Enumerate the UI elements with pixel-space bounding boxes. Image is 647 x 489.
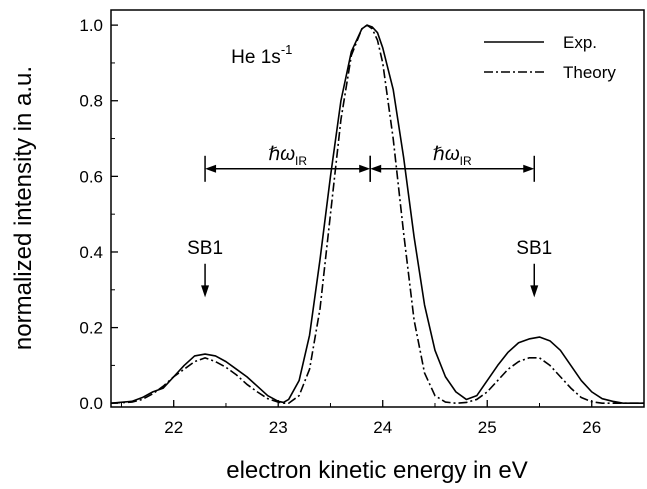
- plot-frame: [110, 9, 645, 408]
- x-axis: 22 23 24 25 26: [120, 400, 645, 437]
- spacing-label-symbol: ℏω: [268, 144, 295, 165]
- spacing-label-symbol: ℏω: [433, 144, 460, 165]
- y-tick-label-0.0: 0.0: [79, 394, 103, 413]
- series-line-theory: [111, 24, 644, 405]
- species-label: He 1s-1: [231, 42, 292, 68]
- legend-label-theory: Theory: [563, 63, 616, 82]
- y-tick-label-0.4: 0.4: [79, 243, 103, 262]
- y-tick-label-0.8: 0.8: [79, 92, 103, 111]
- x-tick-label-22: 22: [164, 418, 183, 437]
- series-group: [111, 24, 644, 405]
- sb-arrow-head-1: [530, 285, 539, 298]
- species-label-main: He 1s: [231, 47, 281, 68]
- y-tick-label-1.0: 1.0: [79, 16, 103, 35]
- sb-arrow-head-0: [201, 285, 210, 298]
- y-axis-title: normalized intensity in a.u.: [10, 66, 37, 350]
- spacing-arrow-head-right-0: [359, 164, 371, 173]
- x-axis-title: electron kinetic energy in eV: [226, 457, 528, 484]
- spacing-arrow-head-left-1: [370, 164, 382, 173]
- x-tick-label-25: 25: [478, 418, 497, 437]
- y-tick-label-0.6: 0.6: [79, 167, 103, 186]
- sb-label-1: SB1: [516, 238, 552, 259]
- species-label-sup: -1: [281, 42, 293, 57]
- spacing-label-1: ℏωIR: [433, 144, 472, 168]
- legend: Exp. Theory: [484, 33, 616, 82]
- spacing-label-sub: IR: [460, 154, 472, 168]
- y-axis: 0.0 0.2 0.4 0.6 0.8 1.0: [79, 16, 118, 413]
- x-tick-label-23: 23: [269, 418, 288, 437]
- sb-label-0: SB1: [187, 238, 223, 259]
- y-tick-label-0.2: 0.2: [79, 319, 103, 338]
- spacing-label-sub: IR: [295, 154, 307, 168]
- spacing-arrow-head-left-0: [205, 164, 217, 173]
- legend-label-exp: Exp.: [563, 33, 597, 52]
- x-tick-label-24: 24: [373, 418, 392, 437]
- series-line-exp: [111, 24, 644, 405]
- x-tick-label-26: 26: [582, 418, 601, 437]
- spacing-arrow-head-right-1: [523, 164, 535, 173]
- spacing-label-0: ℏωIR: [268, 144, 307, 168]
